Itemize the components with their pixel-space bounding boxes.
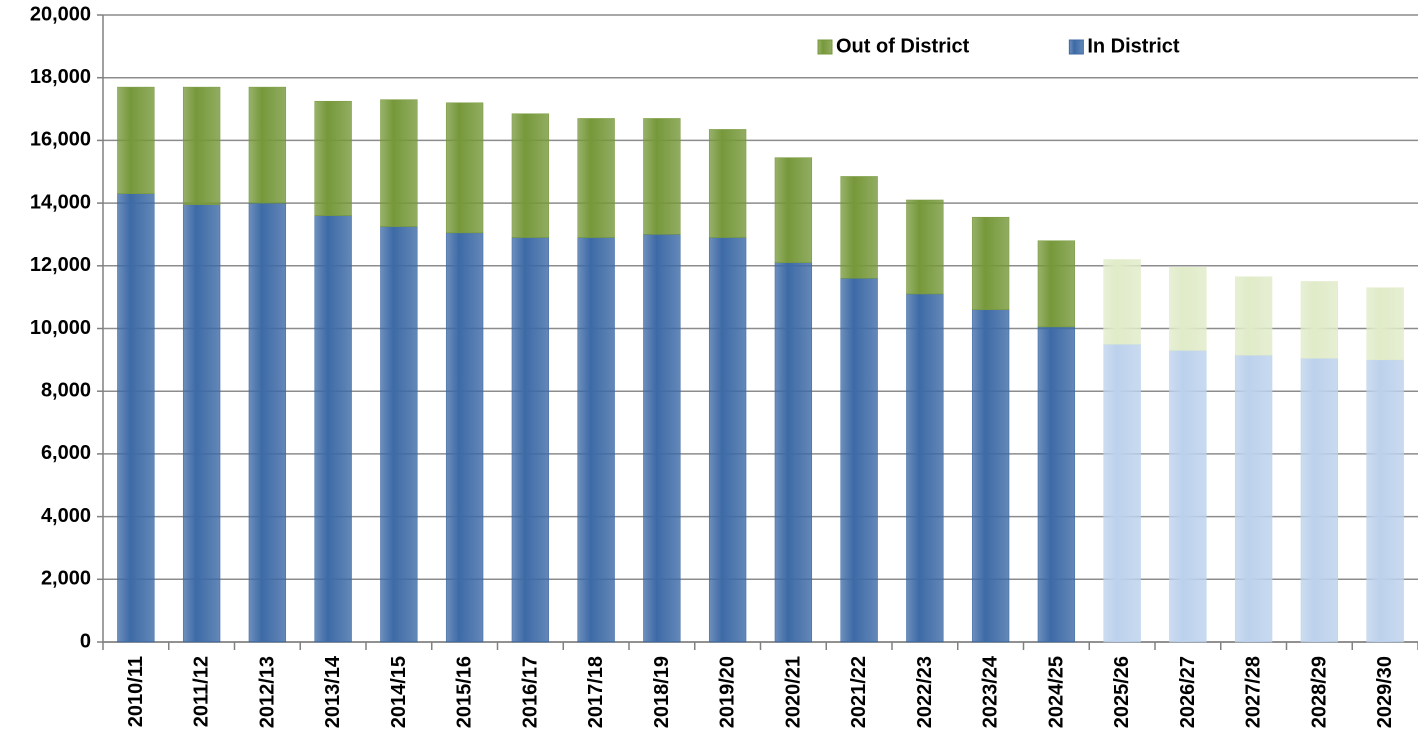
- legend-swatch: [817, 39, 833, 55]
- bar-segment: [643, 234, 681, 643]
- bar-segment: [1234, 354, 1273, 643]
- x-tick-label: 2020/21: [782, 656, 804, 728]
- bar-segment: [774, 262, 813, 643]
- x-tick-label: 2013/14: [322, 655, 344, 728]
- y-tick-label: 8,000: [41, 379, 91, 401]
- x-tick-label: 2012/13: [256, 656, 278, 728]
- legend-label: In District: [1087, 35, 1180, 57]
- bar-segment: [1366, 287, 1404, 361]
- bar-segment: [971, 216, 1010, 310]
- y-tick-label: 20,000: [30, 3, 91, 25]
- bar-segment: [314, 215, 352, 643]
- x-tick-label: 2021/22: [848, 656, 870, 728]
- y-tick-label: 6,000: [41, 442, 91, 464]
- y-tick-label: 12,000: [30, 254, 91, 276]
- bar-segment: [971, 309, 1010, 643]
- bar-segment: [314, 100, 352, 216]
- bar-segment: [511, 113, 550, 238]
- bar-segment: [1037, 326, 1076, 643]
- bar-segment: [248, 202, 287, 643]
- x-tick-label: 2019/20: [717, 656, 739, 728]
- x-tick-label: 2016/17: [519, 656, 541, 728]
- y-tick-label: 10,000: [30, 317, 91, 339]
- y-tick-label: 16,000: [30, 129, 91, 151]
- x-tick-label: 2024/25: [1045, 656, 1067, 728]
- x-tick-label: 2015/16: [454, 656, 476, 728]
- legend-label: Out of District: [836, 35, 970, 57]
- bar-segment: [774, 157, 813, 263]
- bar-segment: [1366, 359, 1404, 643]
- bar-segment: [1037, 240, 1076, 328]
- x-tick-label: 2010/11: [125, 656, 147, 727]
- bar-segment: [643, 118, 681, 235]
- bar-segment: [248, 86, 287, 204]
- bar-segment: [1103, 343, 1141, 643]
- bar-segment: [1169, 350, 1207, 643]
- bar-segment: [1234, 276, 1273, 356]
- x-tick-label: 2023/24: [980, 655, 1002, 728]
- bar-segment: [1300, 281, 1339, 359]
- bar-segment: [708, 129, 747, 238]
- y-tick-label: 0: [80, 630, 91, 652]
- bar-segment: [906, 199, 944, 295]
- bar-segment: [906, 293, 944, 643]
- y-tick-label: 18,000: [30, 66, 91, 88]
- bar-segment: [577, 118, 615, 238]
- x-tick-label: 2011/12: [191, 656, 213, 727]
- bar-segment: [117, 193, 155, 643]
- bar-segment: [840, 278, 878, 643]
- bar-segment: [380, 99, 418, 227]
- x-tick-label: 2029/30: [1374, 656, 1396, 728]
- bar-segment: [445, 232, 484, 643]
- bar-segment: [840, 176, 878, 279]
- bar-segment: [182, 86, 221, 205]
- bar-segment: [577, 237, 615, 643]
- y-tick-label: 2,000: [41, 568, 91, 590]
- x-tick-label: 2027/28: [1243, 656, 1265, 728]
- bar-segment: [182, 204, 221, 643]
- bar-segment: [511, 237, 550, 643]
- bar-segment: [1103, 259, 1141, 345]
- bar-segment: [380, 226, 418, 643]
- x-tick-label: 2017/18: [585, 656, 607, 728]
- x-tick-label: 2025/26: [1111, 656, 1133, 728]
- x-tick-label: 2022/23: [914, 656, 936, 728]
- x-tick-label: 2026/27: [1177, 656, 1199, 728]
- y-tick-label: 14,000: [30, 191, 91, 213]
- x-tick-label: 2028/29: [1308, 656, 1330, 728]
- x-tick-label: 2014/15: [388, 656, 410, 728]
- bar-segment: [1300, 358, 1339, 643]
- y-tick-label: 4,000: [41, 505, 91, 527]
- legend-swatch: [1068, 39, 1084, 55]
- bar-segment: [445, 102, 484, 234]
- bar-segment: [117, 86, 155, 194]
- bar-segment: [708, 237, 747, 643]
- x-tick-label: 2018/19: [651, 656, 673, 728]
- bar-segment: [1169, 267, 1207, 351]
